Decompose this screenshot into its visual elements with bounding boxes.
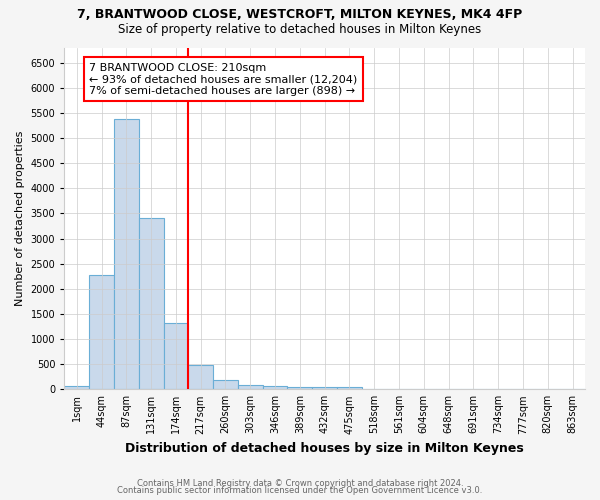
Text: Contains public sector information licensed under the Open Government Licence v3: Contains public sector information licen… [118,486,482,495]
Text: 7 BRANTWOOD CLOSE: 210sqm
← 93% of detached houses are smaller (12,204)
7% of se: 7 BRANTWOOD CLOSE: 210sqm ← 93% of detac… [89,62,358,96]
Bar [89,275,114,390]
Bar [263,386,287,390]
Bar [64,386,89,390]
X-axis label: Distribution of detached houses by size in Milton Keynes: Distribution of detached houses by size … [125,442,524,455]
Bar [114,119,139,390]
Text: 7, BRANTWOOD CLOSE, WESTCROFT, MILTON KEYNES, MK4 4FP: 7, BRANTWOOD CLOSE, WESTCROFT, MILTON KE… [77,8,523,20]
Bar [312,387,337,390]
Text: Size of property relative to detached houses in Milton Keynes: Size of property relative to detached ho… [118,22,482,36]
Bar [238,385,263,390]
Bar [287,387,312,390]
Text: Contains HM Land Registry data © Crown copyright and database right 2024.: Contains HM Land Registry data © Crown c… [137,478,463,488]
Bar [164,324,188,390]
Bar [337,387,362,390]
Bar [139,218,164,390]
Y-axis label: Number of detached properties: Number of detached properties [15,130,25,306]
Bar [213,380,238,390]
Bar [188,366,213,390]
